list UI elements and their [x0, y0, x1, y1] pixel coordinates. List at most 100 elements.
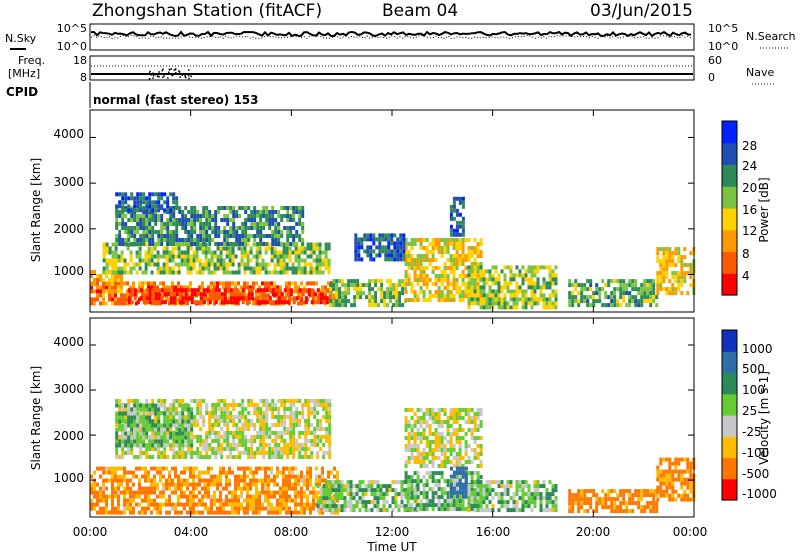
heatmap-cell [482, 297, 486, 302]
heatmap-cell [219, 474, 222, 479]
heatmap-cell [126, 482, 129, 487]
heatmap-cell [210, 510, 213, 515]
heatmap-cell [237, 246, 241, 251]
heatmap-cell [166, 443, 170, 447]
heatmap-cell [319, 500, 323, 505]
heatmap-cell [162, 270, 166, 275]
heatmap-cell [265, 288, 269, 293]
heatmap-cell [458, 412, 462, 416]
heatmap-cell [425, 274, 429, 278]
heatmap-cell [214, 222, 218, 226]
heatmap-cell [443, 286, 447, 290]
heatmap-cell [141, 498, 144, 503]
heatmap-cell [325, 508, 329, 513]
heatmap-cell [259, 435, 263, 439]
heatmap-cell [335, 295, 339, 300]
heatmap-cell [360, 257, 364, 262]
heatmap-cell [285, 494, 288, 499]
heatmap-cell [613, 287, 617, 292]
heatmap-cell [184, 443, 188, 448]
heatmap-cell [174, 285, 177, 290]
heatmap-cell [367, 488, 371, 493]
heatmap-cell [138, 285, 141, 290]
heatmap-cell [207, 293, 210, 298]
heatmap-cell [142, 206, 146, 210]
heatmap-cell [135, 254, 139, 259]
heatmap-cell [337, 504, 341, 509]
heatmap-cell [355, 488, 359, 493]
heatmap-cell [168, 478, 171, 483]
heatmap-cell [121, 435, 125, 440]
heatmap-cell [500, 269, 504, 274]
heatmap-cell [148, 427, 152, 432]
heatmap-cell [431, 238, 435, 242]
heatmap-cell [130, 218, 134, 222]
heatmap-cell [524, 301, 528, 306]
heatmap-cell [192, 478, 195, 483]
heatmap-cell [238, 214, 242, 218]
heatmap-cell [267, 474, 270, 479]
heatmap-cell [235, 288, 239, 293]
heatmap-cell [117, 278, 120, 282]
heatmap-cell [187, 234, 191, 238]
heatmap-cell [413, 274, 417, 278]
heatmap-cell [301, 292, 305, 297]
heatmap-cell [135, 466, 138, 471]
heatmap-cell [586, 287, 590, 292]
heatmap-cell [307, 411, 311, 415]
heatmap-cell [346, 484, 350, 489]
heatmap-cell [99, 274, 102, 278]
heatmap-cell [271, 423, 275, 427]
heatmap-cell [213, 482, 216, 487]
heatmap-cell [304, 403, 308, 407]
heatmap-cell [476, 301, 480, 306]
heatmap-cell [413, 420, 417, 424]
heatmap-cell [270, 281, 273, 286]
heatmap-cell [649, 303, 653, 308]
heatmap-cell [306, 502, 309, 507]
heatmap-cell [231, 490, 234, 495]
heatmap-cell [247, 399, 251, 403]
heatmap-cell [274, 431, 278, 435]
heatmap-cell [172, 439, 176, 443]
heatmap-cell [198, 258, 202, 263]
heatmap-cell [166, 200, 170, 205]
heatmap-cell [482, 285, 486, 290]
heatmap-cell [467, 428, 471, 432]
heatmap-cell [105, 470, 108, 475]
heatmap-cell [148, 196, 152, 201]
heatmap-cell [354, 233, 358, 238]
heatmap-cell [259, 427, 263, 431]
heatmap-cell [258, 510, 261, 515]
heatmap-cell [124, 423, 128, 428]
heatmap-cell [393, 257, 397, 262]
heatmap-cell [237, 502, 240, 507]
heatmap-cell [346, 488, 350, 493]
heatmap-cell [205, 447, 209, 451]
heatmap-cell [159, 490, 162, 495]
heatmap-cell [226, 238, 230, 242]
heatmap-cell [656, 291, 660, 296]
heatmap-cell [530, 301, 534, 306]
colorbar-segment [722, 229, 737, 253]
heatmap-cell [114, 270, 118, 275]
heatmap-cell [479, 301, 483, 306]
heatmap-cell [425, 282, 429, 286]
heatmap-cell [241, 431, 245, 435]
heatmap-cell [279, 494, 282, 499]
heatmap-cell [470, 269, 474, 274]
heatmap-cell [172, 431, 176, 436]
heatmap-cell [449, 208, 453, 213]
heatmap-cell [199, 427, 203, 431]
heatmap-cell [267, 486, 270, 491]
heatmap-cell [485, 269, 489, 274]
heatmap-cell [277, 435, 281, 439]
heatmap-cell [458, 232, 462, 237]
heatmap-cell [458, 464, 462, 468]
heatmap-cell [195, 254, 199, 259]
heatmap-cell [157, 403, 161, 408]
heatmap-cell [120, 474, 123, 479]
heatmap-cell [689, 275, 693, 280]
heatmap-cell [361, 500, 365, 505]
heatmap-cell [219, 266, 223, 271]
